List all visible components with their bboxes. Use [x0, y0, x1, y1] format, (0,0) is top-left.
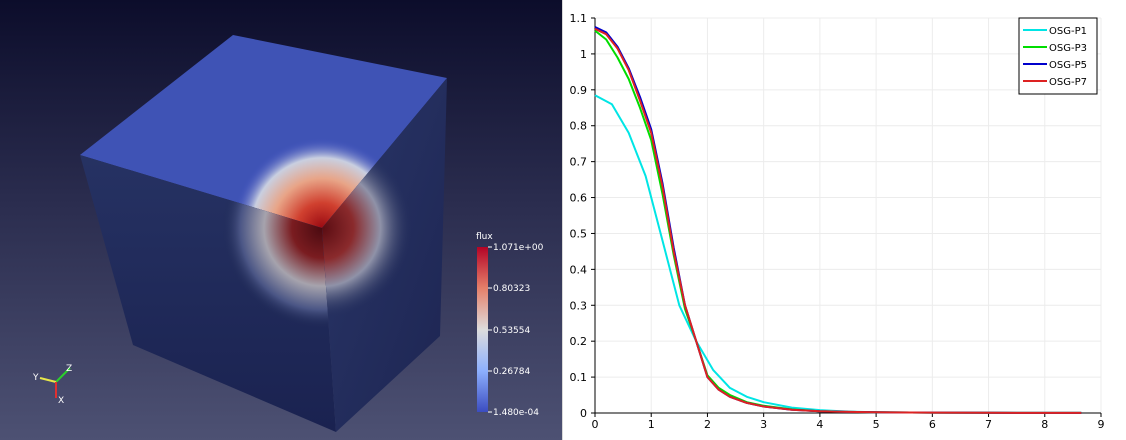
colorbar-label-4: 0.26784 — [493, 367, 530, 377]
cube-render: flux 1.071e+00 0.80323 0.53554 0.26784 1… — [32, 35, 544, 432]
line-chart: 0 1 2 3 4 5 6 7 8 9 0 0.1 0.2 0.3 0.4 0.5 0.6 0.7 0.8 0.9 1… — [570, 12, 1105, 431]
y-tick-label: 1.1 — [570, 12, 588, 25]
y-tick-label: 0.7 — [570, 156, 588, 169]
x-tick-label: 0 — [592, 418, 599, 431]
y-tick-label: 0 — [580, 407, 587, 420]
render-view[interactable]: flux 1.071e+00 0.80323 0.53554 0.26784 1… — [0, 0, 562, 440]
axis-label-x: X — [58, 396, 64, 406]
y-tick-label: 0.5 — [570, 227, 588, 240]
x-tick-label: 7 — [985, 418, 992, 431]
colorbar-label-2: 0.80323 — [493, 284, 530, 294]
x-tick-label: 2 — [704, 418, 711, 431]
axis-label-y: Y — [32, 373, 39, 383]
y-tick-label: 0.6 — [570, 192, 588, 205]
chart-legend: OSG-P1 OSG-P3 OSG-P5 OSG-P7 — [1018, 17, 1098, 95]
y-tick-labels: 0 0.1 0.2 0.3 0.4 0.5 0.6 0.7 0.8 0.9 1 1.1 — [570, 12, 588, 420]
legend-label: OSG-P5 — [1049, 60, 1087, 71]
y-tick-label: 0.3 — [570, 299, 588, 312]
x-tick-label: 9 — [1098, 418, 1105, 431]
y-tick-label: 0.9 — [570, 84, 588, 97]
x-tick-labels: 0 1 2 3 4 5 6 7 8 9 — [592, 418, 1105, 431]
legend-label: OSG-P3 — [1049, 43, 1087, 54]
colorbar-title: flux — [476, 232, 493, 242]
y-tick-label: 1 — [580, 48, 587, 61]
colorbar — [477, 247, 488, 412]
y-tick-label: 0.8 — [570, 120, 588, 133]
series-line-osg-p7 — [594, 27, 1082, 414]
x-tick-label: 5 — [873, 418, 880, 431]
axes-triad-icon — [39, 367, 71, 398]
colorbar-label-min: 1.480e-04 — [493, 408, 539, 418]
series-lines — [594, 26, 1082, 414]
legend-label: OSG-P7 — [1049, 77, 1087, 88]
x-tick-label: 6 — [929, 418, 936, 431]
grid-lines — [594, 17, 1102, 414]
series-line-osg-p1 — [594, 94, 1082, 414]
x-tick-label: 1 — [648, 418, 655, 431]
colorbar-label-max: 1.071e+00 — [493, 243, 544, 253]
x-tick-label: 8 — [1041, 418, 1048, 431]
y-tick-label: 0.1 — [570, 371, 588, 384]
x-tick-label: 3 — [760, 418, 767, 431]
y-tick-label: 0.2 — [570, 335, 588, 348]
line-plot-view[interactable]: 0 1 2 3 4 5 6 7 8 9 0 0.1 0.2 0.3 0.4 0.5 0.6 0.7 0.8 0.9 1… — [563, 0, 1126, 440]
colorbar-ticks — [488, 246, 492, 413]
y-tick-label: 0.4 — [570, 263, 588, 276]
view-divider[interactable] — [562, 0, 563, 440]
legend-label: OSG-P1 — [1049, 26, 1087, 37]
colorbar-label-3: 0.53554 — [493, 326, 530, 336]
axis-label-z: Z — [66, 364, 72, 374]
x-tick-label: 4 — [816, 418, 823, 431]
